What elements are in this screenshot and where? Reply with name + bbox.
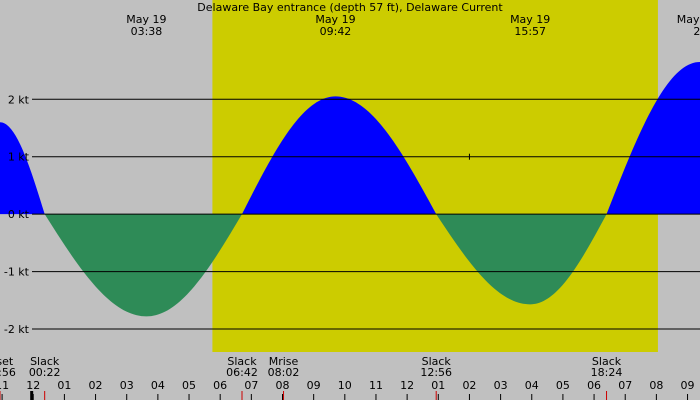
chart-title: Delaware Bay entrance (depth 57 ft), Del… xyxy=(197,1,503,14)
ebb-current-area xyxy=(44,214,242,317)
hour-tick-label: 12 xyxy=(26,379,40,392)
event-time-label: 18:24 xyxy=(591,366,623,379)
extreme-date-label: May 19 xyxy=(315,13,355,26)
event-time-label: 22:56 xyxy=(0,366,16,379)
event-label: Slack xyxy=(592,355,622,368)
extreme-time-label: 09:42 xyxy=(320,25,352,38)
event-label: Slack xyxy=(227,355,257,368)
event-time-label: 00:22 xyxy=(29,366,61,379)
ebb-current-area xyxy=(436,214,607,305)
hour-tick-label: 02 xyxy=(89,379,103,392)
current-area-layer xyxy=(0,61,700,317)
extreme-time-label: 2 xyxy=(693,25,700,38)
y-tick-label: 0 kt xyxy=(8,208,30,221)
y-tick-label: -2 kt xyxy=(4,323,30,336)
flood-current-area xyxy=(606,61,700,215)
event-label: Slack xyxy=(30,355,60,368)
y-tick-label: 1 kt xyxy=(8,151,30,164)
hour-tick-label: 10 xyxy=(338,379,352,392)
hour-tick-label: 06 xyxy=(213,379,227,392)
hour-tick-label: 02 xyxy=(462,379,476,392)
hour-tick-label: 07 xyxy=(244,379,258,392)
hour-tick-label: 01 xyxy=(57,379,71,392)
hour-tick-label: 05 xyxy=(182,379,196,392)
extreme-time-label: 15:57 xyxy=(514,25,546,38)
event-label: Slack xyxy=(422,355,452,368)
hour-tick-label: 07 xyxy=(618,379,632,392)
hour-tick-label: 05 xyxy=(556,379,570,392)
hour-tick-label: 11 xyxy=(0,379,9,392)
hour-tick-label: 08 xyxy=(649,379,663,392)
hour-tick-label: 09 xyxy=(681,379,695,392)
hour-tick-label: 04 xyxy=(525,379,539,392)
hour-tick-label: 11 xyxy=(369,379,383,392)
event-time-label: 08:02 xyxy=(268,366,300,379)
y-tick-label: 2 kt xyxy=(8,93,30,106)
event-time-label: 06:42 xyxy=(226,366,258,379)
flood-current-area xyxy=(241,96,437,215)
event-label: Mset xyxy=(0,355,14,368)
gridline-layer xyxy=(0,98,700,400)
hour-tick-label: 06 xyxy=(587,379,601,392)
hour-tick-label: 08 xyxy=(275,379,289,392)
event-time-label: 12:56 xyxy=(420,366,452,379)
extreme-time-label: 03:38 xyxy=(131,25,163,38)
event-label: Mrise xyxy=(269,355,299,368)
hour-tick-label: 03 xyxy=(120,379,134,392)
hour-tick-label: 01 xyxy=(431,379,445,392)
hour-tick-label: 03 xyxy=(494,379,508,392)
y-tick-label: -1 kt xyxy=(4,266,30,279)
extreme-date-label: May 19 xyxy=(677,13,700,26)
extreme-date-label: May 19 xyxy=(510,13,550,26)
hour-tick-label: 12 xyxy=(400,379,414,392)
flood-current-area xyxy=(0,122,45,215)
hour-tick-label: 04 xyxy=(151,379,165,392)
extreme-date-label: May 19 xyxy=(126,13,166,26)
hour-tick-label: 09 xyxy=(307,379,321,392)
